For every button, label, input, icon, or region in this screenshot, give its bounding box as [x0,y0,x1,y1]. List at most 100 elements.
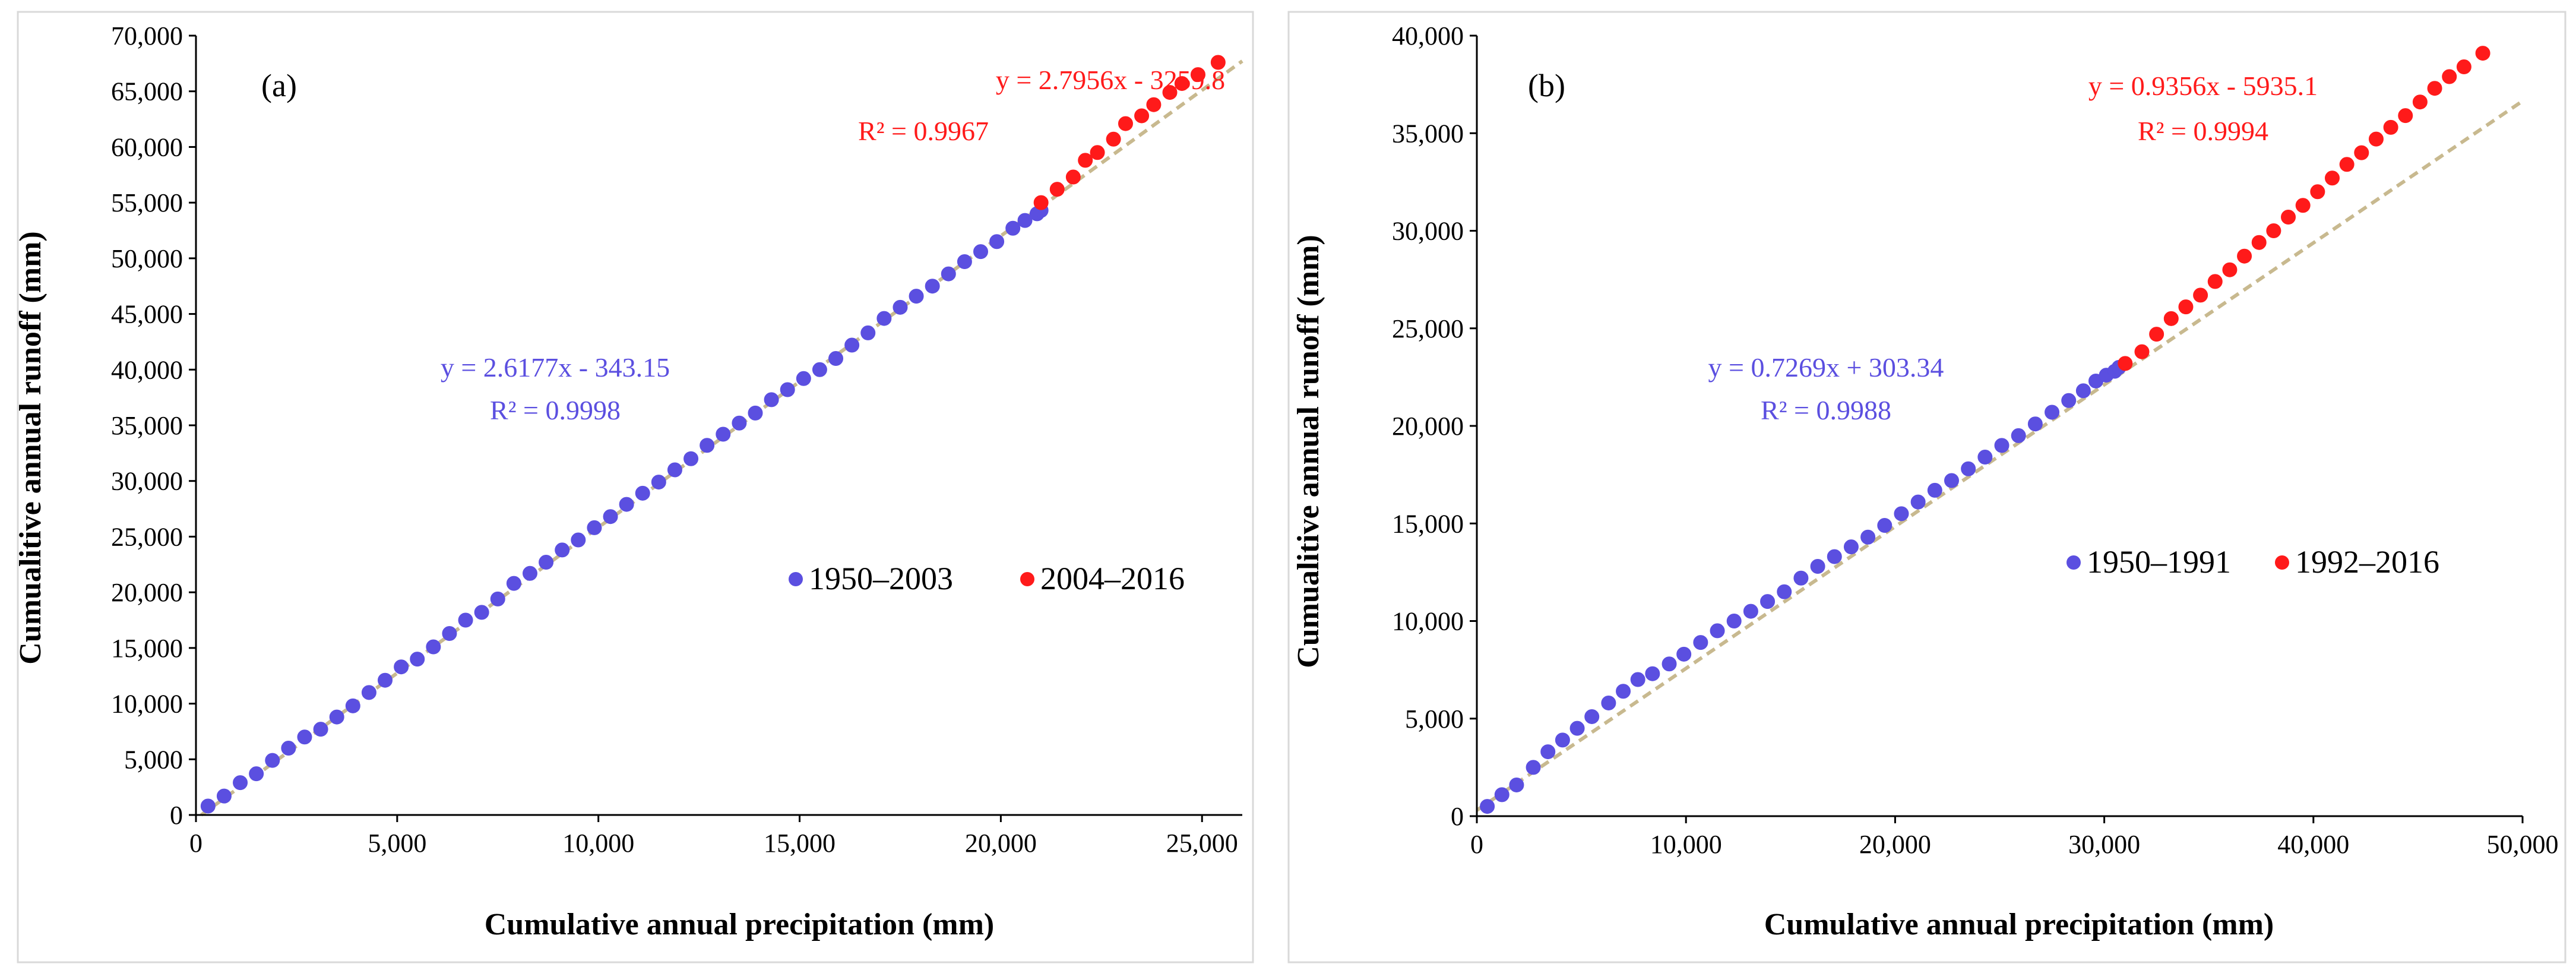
panel-b-early-equation: y = 0.7269x + 303.34 [1708,352,1944,383]
panel-b-point-early [1494,787,1509,802]
panel-b-y-tick-label: 30,000 [1392,217,1464,246]
panel-b-point-early [2075,383,2091,399]
panel-b-late-r2: R² = 0.9994 [2138,116,2268,146]
panel-a-point-early [571,532,586,548]
panel-a-early-r2: R² = 0.9998 [490,395,621,425]
panel-a-early-equation: y = 2.6177x - 343.15 [441,352,670,383]
panel-b-trendline [1476,99,2524,812]
panel-a-y-tick-label: 45,000 [111,300,183,329]
panel-a-point-early [732,415,747,431]
panel-b-point-late [2339,157,2355,172]
panel-b-point-early [1726,614,1742,628]
panel-b-point-early [2061,393,2077,408]
panel-a-point-early [216,788,232,804]
panel-a-point-early [893,299,908,315]
panel-a-y-tick-label: 30,000 [111,467,183,496]
panel-a-point-early [297,729,312,745]
panel-a-point-late [1090,145,1105,160]
panel-b-x-tick-label: 0 [1470,830,1483,859]
panel-a-point-early [394,659,409,675]
panel-b-point-late [2427,81,2442,96]
panel-a-point-early [748,405,763,421]
panel-a-x-tick-label: 15,000 [764,829,836,858]
panel-a-point-early [474,605,489,620]
panel-b-point-late [2442,69,2457,84]
panel-a-y-tick-label: 35,000 [111,411,183,440]
panel-b-point-late [2193,287,2208,303]
panel-b-legend: 1950–1991 1992–2016 [2067,544,2439,580]
panel-b-point-late [2281,210,2296,225]
panel-a-point-early [925,279,940,294]
panel-a-point-early [555,542,570,558]
panel-b-point-late [2251,235,2267,250]
panel-a-legend-label-early: 1950–2003 [809,561,953,596]
panel-a-point-early [249,766,264,782]
chart-panel-a: (a) Cumulative annual precipitation (mm)… [14,11,1254,963]
panel-a-y-tick-label: 25,000 [111,522,183,551]
panel-a-y-tick-label: 60,000 [111,132,183,162]
panel-a-point-early [909,289,924,304]
panel-b-point-early [1480,799,1495,814]
panel-a-y-tick-label: 10,000 [111,690,183,719]
panel-a-late-equation: y = 2.7956x - 3259.8 [996,65,1225,95]
panel-b-point-late [2134,344,2150,359]
panel-a-point-early [442,625,457,641]
panel-a-point-early [587,520,602,535]
panel-a-point-late [1118,116,1133,131]
panel-b-point-early [1645,666,1660,681]
panel-b-point-early [1827,549,1842,564]
panel-b-point-early [1710,623,1725,639]
panel-b-point-early [1927,482,1942,498]
panel-a-y-tick-label: 55,000 [111,188,183,217]
panel-b-point-early [1910,494,1926,510]
panel-b-y-tick-label: 10,000 [1392,607,1464,636]
panel-b-point-late [2266,223,2281,238]
panel-b-point-early [1760,594,1776,609]
panel-b-point-early [1793,570,1809,586]
panel-b-point-late [2237,248,2252,264]
panel-a-point-early [426,639,441,655]
panel-b-point-early [1860,529,1876,545]
panel-b-point-late [2324,170,2340,186]
panel-a-point-early [828,351,844,366]
panel-b-early-r2: R² = 0.9988 [1761,395,1891,425]
panel-a-x-tick-label: 10,000 [562,829,634,858]
panel-a-point-late [1106,131,1121,147]
panel-b-x-tick-label: 50,000 [2487,830,2559,859]
panel-b-point-late [2456,59,2471,75]
panel-a-point-early [635,485,650,501]
panel-a-point-early [844,337,860,353]
panel-a-point-late [1033,195,1049,210]
panel-a-x-tick-label: 0 [189,829,202,858]
panel-a-point-late [1078,153,1093,168]
panel-a-point-early [780,382,795,397]
panel-a-point-early [490,591,505,606]
panel-b-point-late [2412,94,2428,110]
panel-a-point-early [539,555,554,570]
panel-b-label: (b) [1528,68,1565,103]
panel-b-point-late [2295,198,2311,213]
panel-b-point-early [1584,709,1600,724]
panel-b-point-early [1961,461,1976,476]
panel-b-point-early [1630,672,1645,687]
panel-b-point-early [1509,777,1524,792]
panel-a-point-early [410,652,425,667]
panel-b-point-early [1555,732,1570,748]
panel-b-point-early [1540,744,1556,760]
panel-a-point-late [1210,55,1226,70]
panel-a-late-r2: R² = 0.9967 [858,116,989,146]
panel-a-point-early [716,426,731,442]
panel-b-points [1480,46,2490,814]
panel-a-point-late [1049,182,1065,197]
panel-a-x-tick-label: 20,000 [965,829,1037,858]
panel-a-point-late [1134,108,1150,124]
panel-b-point-late [2475,46,2490,61]
chart-panel-b: (b) Cumulative annual precipitation (mm)… [1287,11,2566,963]
panel-b-y-tick-label: 35,000 [1392,119,1464,148]
panel-a-point-early [812,362,827,377]
panel-a-point-early [683,451,699,466]
panel-b-point-late [2354,145,2369,160]
panel-a-y-tick-label: 65,000 [111,77,183,106]
panel-a-point-early [378,672,393,688]
